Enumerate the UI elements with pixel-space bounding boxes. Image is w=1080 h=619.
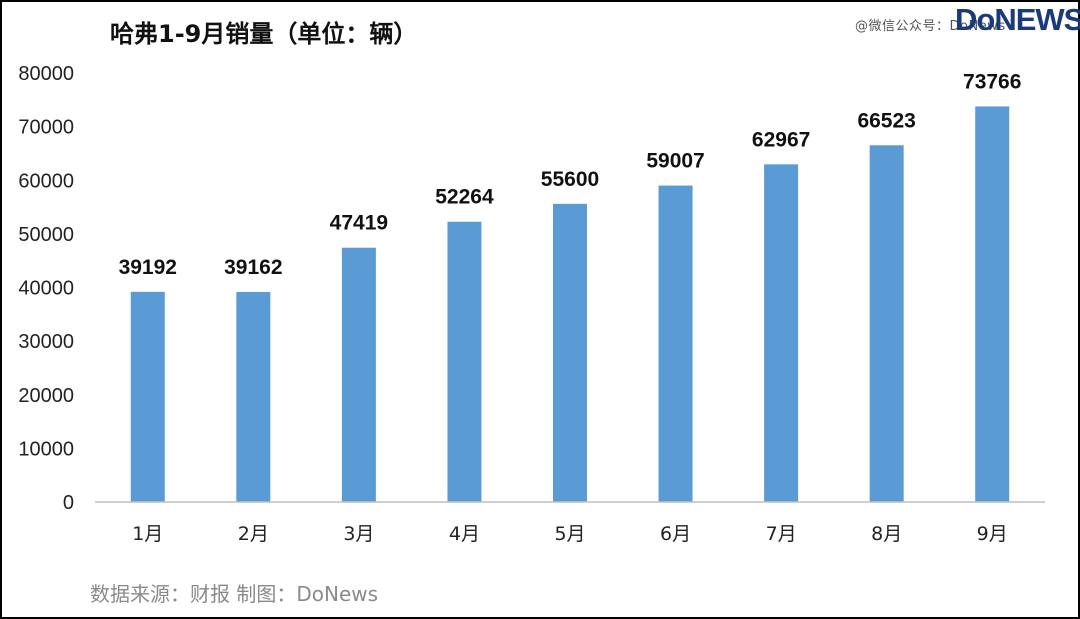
y-tick-label: 80000: [18, 63, 74, 85]
bar: [869, 145, 904, 502]
data-label: 66523: [857, 109, 915, 132]
bar: [236, 291, 271, 502]
bar: [447, 221, 482, 502]
data-label: 39192: [119, 256, 177, 279]
x-tick-label: 8月: [871, 523, 902, 545]
x-tick-label: 7月: [766, 523, 797, 545]
y-tick-label: 60000: [18, 170, 74, 192]
chart-title: 哈弗1-9月销量（单位：辆）: [110, 20, 418, 48]
x-tick-label: 3月: [343, 523, 374, 545]
bar: [658, 185, 693, 503]
data-label: 39162: [224, 256, 282, 279]
bar: [553, 203, 587, 502]
bar: [341, 247, 376, 502]
x-tick-label: 6月: [660, 523, 691, 545]
data-label: 59007: [646, 150, 704, 173]
x-tick-label: 2月: [238, 523, 269, 545]
x-tick-label: 9月: [977, 523, 1008, 545]
data-source-note: 数据来源：财报 制图：DoNews: [90, 582, 379, 606]
x-tick-label: 4月: [449, 523, 480, 545]
y-tick-label: 50000: [18, 224, 74, 246]
data-label: 62967: [752, 128, 810, 151]
y-tick-label: 10000: [18, 438, 74, 460]
y-tick-label: 0: [63, 492, 74, 514]
data-label: 47419: [330, 212, 388, 235]
watermark-text: @微信公众号：DoNews: [855, 19, 1006, 34]
y-tick-label: 70000: [18, 117, 74, 139]
y-tick-label: 20000: [18, 385, 74, 407]
bar: [975, 106, 1010, 503]
donews-logo: DoNEWS: [955, 2, 1080, 37]
y-tick-label: 40000: [18, 278, 74, 300]
data-label: 55600: [541, 168, 599, 191]
x-tick-label: 1月: [132, 523, 163, 545]
bar: [130, 291, 165, 502]
bar: [764, 164, 799, 502]
data-label: 73766: [963, 70, 1021, 93]
x-tick-label: 5月: [554, 523, 585, 545]
y-tick-label: 30000: [18, 331, 74, 353]
data-label: 52264: [435, 186, 494, 209]
